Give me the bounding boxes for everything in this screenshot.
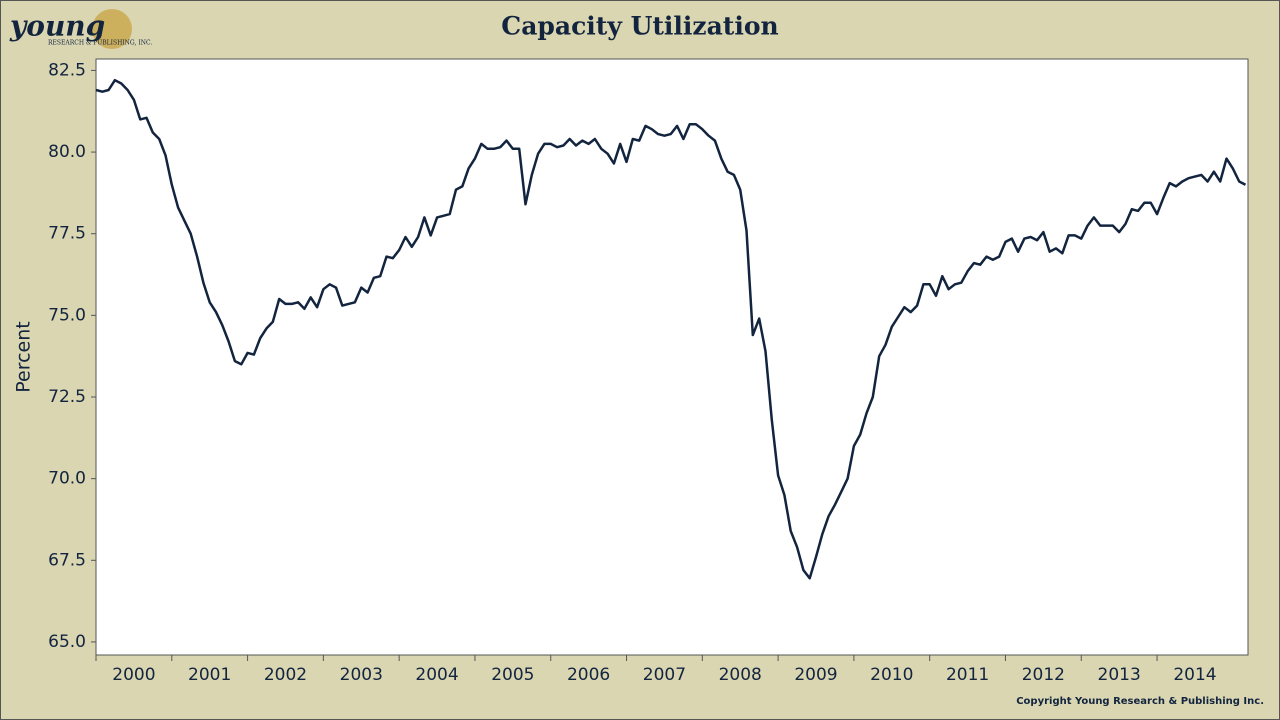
y-tick-label: 65.0: [48, 632, 86, 652]
x-tick-label: 2005: [491, 665, 534, 685]
x-tick-label: 2011: [946, 665, 989, 685]
logo-sub: RESEARCH & PUBLISHING, INC.: [48, 40, 152, 47]
x-tick-label: 2000: [112, 665, 155, 685]
y-tick-label: 70.0: [48, 469, 86, 489]
x-tick-label: 2008: [719, 665, 762, 685]
x-tick-label: 2006: [567, 665, 610, 685]
x-tick-label: 2007: [643, 665, 686, 685]
y-axis-label: Percent: [13, 321, 35, 393]
x-tick-label: 2009: [794, 665, 837, 685]
x-tick-label: 2010: [870, 665, 913, 685]
x-tick-label: 2012: [1022, 665, 1065, 685]
logo-name: young: [9, 10, 105, 43]
y-tick-label: 77.5: [48, 224, 86, 244]
x-tick-label: 2002: [264, 665, 307, 685]
x-tick-label: 2013: [1098, 665, 1141, 685]
y-tick-label: 72.5: [48, 387, 86, 407]
x-tick-label: 2001: [188, 665, 231, 685]
data-line: [95, 78, 1247, 580]
x-tick-label: 2014: [1173, 665, 1216, 685]
copyright: Copyright Young Research & Publishing In…: [1016, 696, 1264, 707]
logo-globe: [92, 9, 132, 49]
y-tick-label: 67.5: [48, 550, 86, 570]
y-tick-label: 82.5: [48, 60, 86, 80]
plot-area: [95, 58, 1249, 656]
y-tick-label: 75.0: [48, 305, 86, 325]
x-tick-label: 2004: [415, 665, 458, 685]
y-tick-label: 80.0: [48, 142, 86, 162]
chart-title: Capacity Utilization: [501, 12, 778, 41]
x-tick-label: 2003: [340, 665, 383, 685]
